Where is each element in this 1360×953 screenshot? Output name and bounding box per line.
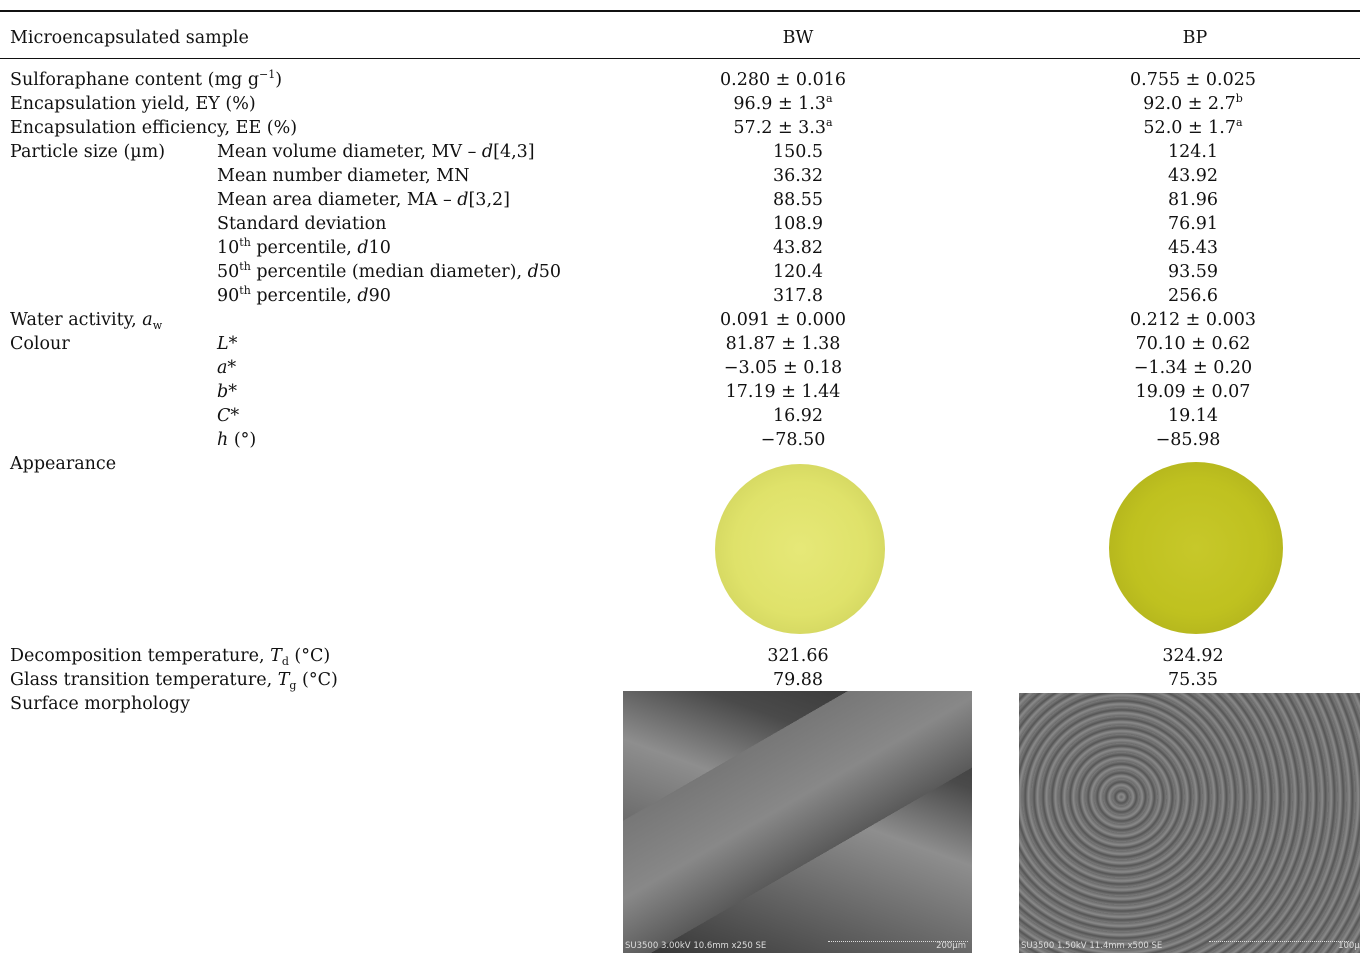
colour-C-bp: 19.14 — [1167, 406, 1219, 426]
bw-scale-label: 200µm — [936, 941, 966, 951]
ps-ma-bw: 88.55 — [772, 190, 824, 210]
row-ee-bp: 52.0 ± 1.7a — [1143, 116, 1243, 138]
ps-mv-bw: 150.5 — [772, 142, 824, 162]
ps-ma-bp: 81.96 — [1167, 190, 1219, 210]
colour-h-label: h (°) — [217, 430, 257, 450]
colour-a-label: a* — [217, 358, 237, 378]
ps-mn-label: Mean number diameter, MN — [217, 166, 470, 186]
ps-mv-label: Mean volume diameter, MV – d[4,3] — [217, 142, 535, 162]
ps-mn-bw: 36.32 — [772, 166, 824, 186]
colour-L-bp: 70.10 ± 0.62 — [1135, 334, 1251, 354]
decomposition-bw: 321.66 — [767, 646, 829, 666]
surface-morphology-label: Surface morphology — [10, 694, 190, 714]
ps-d50-bw: 120.4 — [772, 262, 824, 282]
ps-d50-label: 50th percentile (median diameter), d50 — [217, 260, 562, 282]
colour-b-bp: 19.09 ± 0.07 — [1135, 382, 1251, 402]
bw-sample-dish-image — [715, 464, 885, 634]
row-ee-label: Encapsulation efficiency, EE (%) — [10, 118, 298, 138]
bw-scale-bar — [828, 941, 968, 944]
ps-mv-bp: 124.1 — [1167, 142, 1219, 162]
ps-d50-bp: 93.59 — [1167, 262, 1219, 282]
colour-b-label: b* — [217, 382, 237, 402]
water-activity-bw: 0.091 ± 0.000 — [720, 310, 846, 330]
header-bw: BW — [782, 28, 814, 48]
ps-d10-label: 10th percentile, d10 — [217, 236, 391, 258]
glass-transition-bp: 75.35 — [1167, 670, 1219, 690]
colour-h-bp: −85.98 — [1155, 430, 1221, 450]
colour-b-bw: 17.19 ± 1.44 — [725, 382, 841, 402]
ps-d10-bw: 43.82 — [772, 238, 824, 258]
row-sulforaphane-bp: 0.755 ± 0.025 — [1130, 70, 1256, 90]
colour-a-bp: −1.34 ± 0.20 — [1133, 358, 1253, 378]
appearance-label: Appearance — [10, 454, 117, 474]
header-bp: BP — [1182, 28, 1208, 48]
bp-scale-label: 100µm — [1338, 941, 1360, 951]
decomposition-label: Decomposition temperature, Td (°C) — [10, 646, 331, 668]
ps-d90-bp: 256.6 — [1167, 286, 1219, 306]
ps-d90-bw: 317.8 — [772, 286, 824, 306]
colour-C-bw: 16.92 — [772, 406, 824, 426]
row-sulforaphane-label: Sulforaphane content (mg g−1) — [10, 68, 283, 90]
water-activity-bp: 0.212 ± 0.003 — [1130, 310, 1256, 330]
row-ee-bw: 57.2 ± 3.3a — [733, 116, 833, 138]
ps-mn-bp: 43.92 — [1167, 166, 1219, 186]
row-sulforaphane-bw: 0.280 ± 0.016 — [720, 70, 846, 90]
particle-size-label: Particle size (µm) — [10, 142, 166, 162]
top-rule — [0, 10, 1360, 12]
bw-sem-micrograph: SU3500 3.00kV 10.6mm x250 SE 200µm — [623, 691, 972, 953]
row-ey-label: Encapsulation yield, EY (%) — [10, 94, 256, 114]
decomposition-bp: 324.92 — [1162, 646, 1224, 666]
colour-L-bw: 81.87 ± 1.38 — [725, 334, 841, 354]
colour-C-label: C* — [217, 406, 240, 426]
ps-sd-bw: 108.9 — [772, 214, 824, 234]
ps-d10-bp: 45.43 — [1167, 238, 1219, 258]
glass-transition-bw: 79.88 — [772, 670, 824, 690]
bp-sample-dish-image — [1109, 462, 1283, 634]
bp-scale-bar — [1209, 941, 1349, 944]
colour-h-bw: −78.50 — [760, 430, 826, 450]
row-ey-bp: 92.0 ± 2.7b — [1143, 92, 1243, 114]
ps-sd-bp: 76.91 — [1167, 214, 1219, 234]
glass-transition-label: Glass transition temperature, Tg (°C) — [10, 670, 338, 692]
ps-d90-label: 90th percentile, d90 — [217, 284, 391, 306]
header-rule — [0, 58, 1360, 59]
header-sample: Microencapsulated sample — [10, 28, 249, 48]
ps-ma-label: Mean area diameter, MA – d[3,2] — [217, 190, 510, 210]
ps-sd-label: Standard deviation — [217, 214, 387, 234]
colour-a-bw: −3.05 ± 0.18 — [723, 358, 843, 378]
row-ey-bw: 96.9 ± 1.3a — [733, 92, 833, 114]
bp-sem-micrograph: SU3500 1.50kV 11.4mm x500 SE 100µm — [1019, 693, 1360, 953]
water-activity-label: Water activity, aw — [10, 310, 163, 332]
bw-sem-caption: SU3500 3.00kV 10.6mm x250 SE — [625, 941, 767, 951]
bp-sem-caption: SU3500 1.50kV 11.4mm x500 SE — [1021, 941, 1163, 951]
colour-L-label: L* — [217, 334, 238, 354]
colour-label: Colour — [10, 334, 70, 354]
